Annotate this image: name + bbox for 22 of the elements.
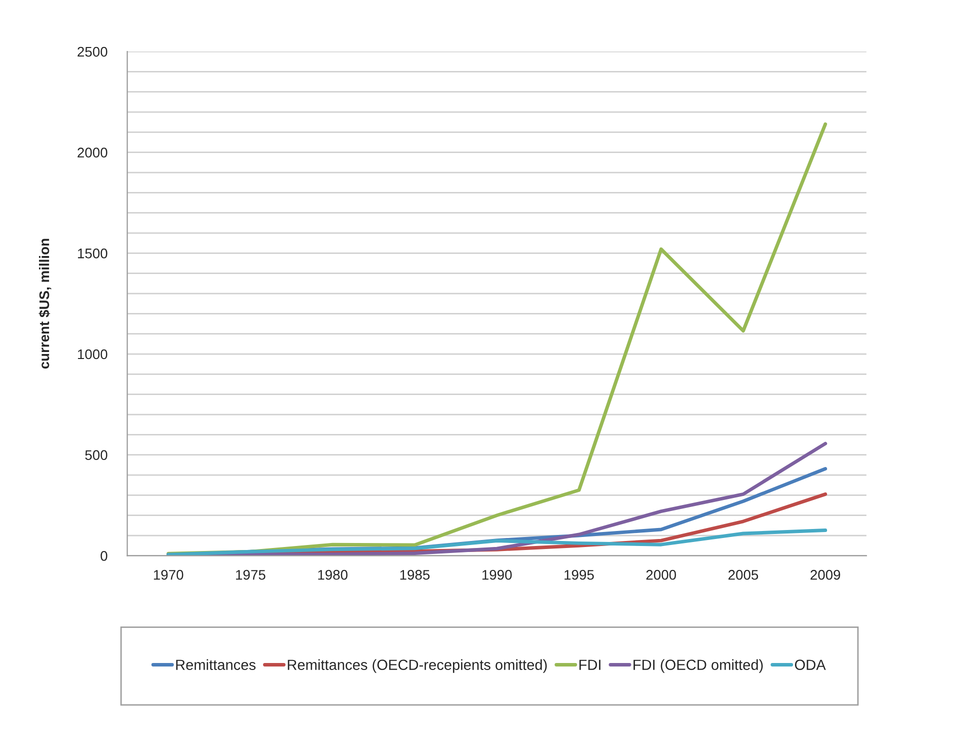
legend-label: FDI bbox=[579, 660, 600, 670]
x-tick-label: 2009 bbox=[810, 570, 840, 580]
y-tick-label: 2500 bbox=[78, 46, 108, 57]
legend-label: ODA bbox=[794, 660, 826, 670]
x-tick-label: 2005 bbox=[728, 570, 758, 580]
x-tick-label: 1975 bbox=[236, 570, 266, 580]
legend-label: Remittances (OECD-recepients omitted) bbox=[288, 659, 547, 673]
y-tick-label: 500 bbox=[85, 450, 108, 460]
y-tick-label: 2000 bbox=[78, 148, 108, 158]
y-axis-title: current $US, million bbox=[38, 238, 52, 369]
y-tick-label: 1500 bbox=[78, 248, 108, 258]
x-tick-label: 2000 bbox=[646, 570, 676, 580]
y-tick-label: 0 bbox=[100, 551, 108, 561]
x-tick-label: 1970 bbox=[154, 570, 184, 580]
x-tick-label: 1990 bbox=[482, 570, 512, 580]
x-tick-label: 1985 bbox=[400, 570, 430, 580]
x-tick-label: 1980 bbox=[318, 570, 348, 580]
legend-label: FDI (OECD omitted) bbox=[634, 659, 763, 673]
x-tick-label: 1995 bbox=[564, 570, 594, 580]
line-series bbox=[166, 528, 828, 556]
legend-label: Remittances bbox=[176, 659, 256, 670]
y-tick-label: 1000 bbox=[78, 349, 108, 360]
